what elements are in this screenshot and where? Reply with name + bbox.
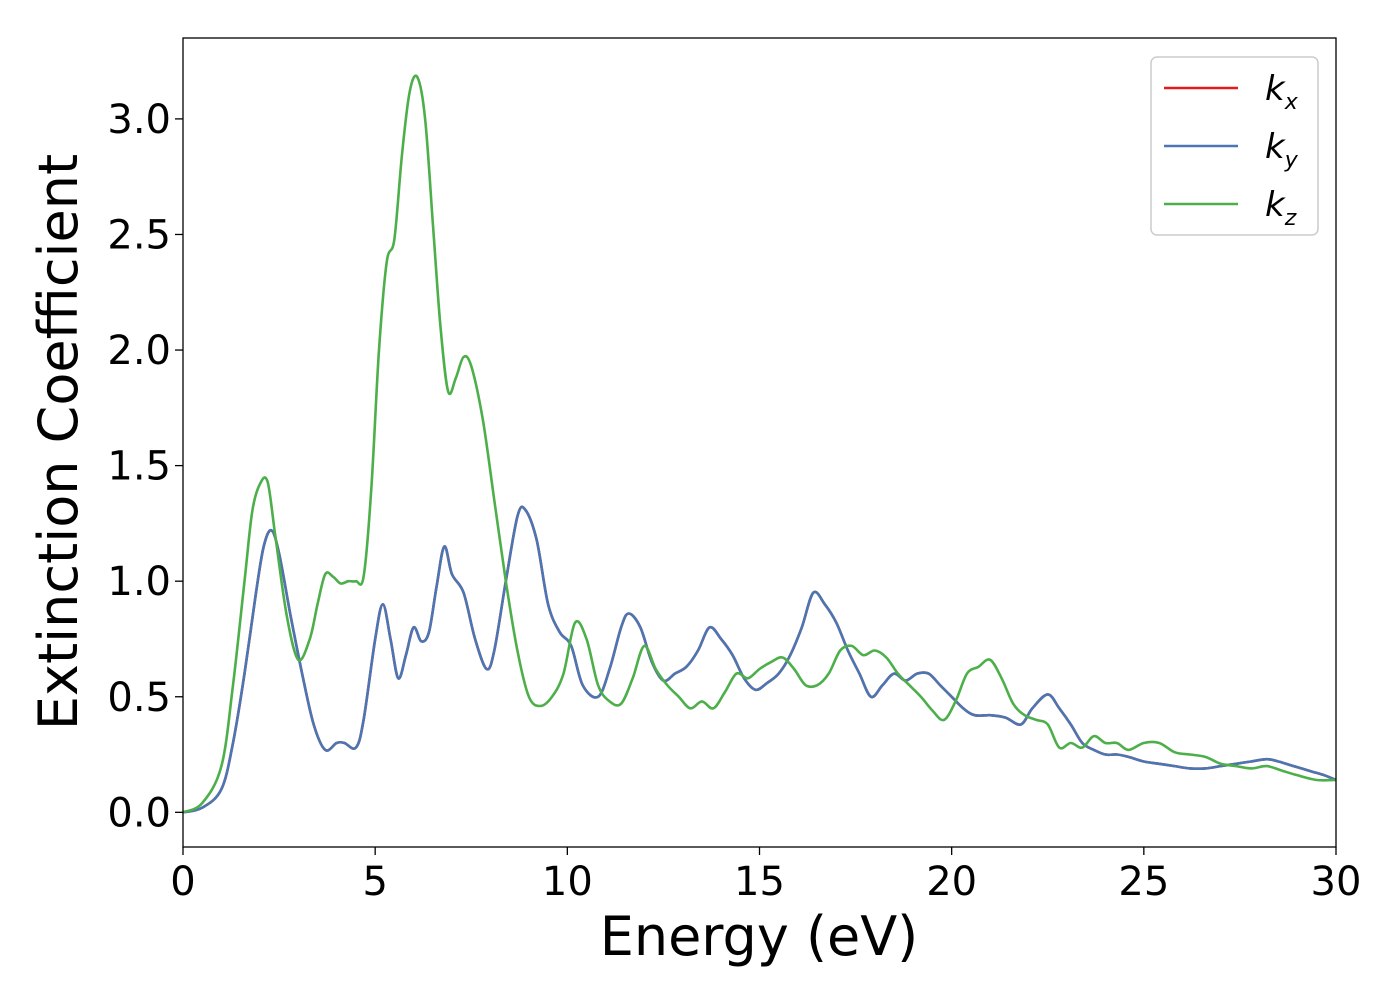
y-tick-label: 3.0 <box>107 97 171 143</box>
y-tick-label: 0.5 <box>107 675 171 721</box>
y-tick-label: 2.5 <box>107 212 171 258</box>
y-tick-label: 1.0 <box>107 559 171 605</box>
legend-label-kz: kz <box>1265 185 1297 231</box>
legend-label-kx: kx <box>1265 69 1299 115</box>
x-axis: 0 5 10 15 20 25 30 <box>170 847 1361 905</box>
x-tick-label: 15 <box>734 859 785 905</box>
series-layer <box>183 74 1336 814</box>
x-tick-label: 10 <box>542 859 593 905</box>
x-axis-title: Energy (eV) <box>600 905 919 968</box>
series-line-kz <box>183 74 1336 814</box>
series-line-ky <box>183 505 1336 814</box>
legend: kx ky kz <box>1150 56 1319 236</box>
x-tick-label: 30 <box>1311 859 1362 905</box>
y-axis-title: Extinction Coefficient <box>27 154 90 730</box>
y-tick-label: 0.0 <box>107 790 171 836</box>
y-tick-label: 1.5 <box>107 444 171 490</box>
y-axis: 0.0 0.5 1.0 1.5 2.0 2.5 3.0 <box>107 97 183 836</box>
x-tick-label: 5 <box>362 859 387 905</box>
x-tick-label: 20 <box>926 859 977 905</box>
x-tick-label: 25 <box>1118 859 1169 905</box>
legend-label-ky: ky <box>1265 127 1299 173</box>
y-tick-label: 2.0 <box>107 328 171 374</box>
x-tick-label: 0 <box>170 859 195 905</box>
